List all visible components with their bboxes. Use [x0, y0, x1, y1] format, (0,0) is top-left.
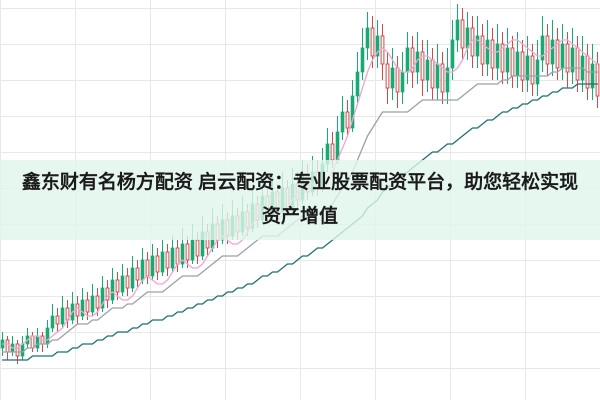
page-title: 鑫东财有名杨方配资 启云配资：专业股票配资平台，助您轻松实现资产增值: [21, 172, 579, 227]
title-overlay-band: 鑫东财有名杨方配资 启云配资：专业股票配资平台，助您轻松实现资产增值: [0, 160, 600, 240]
